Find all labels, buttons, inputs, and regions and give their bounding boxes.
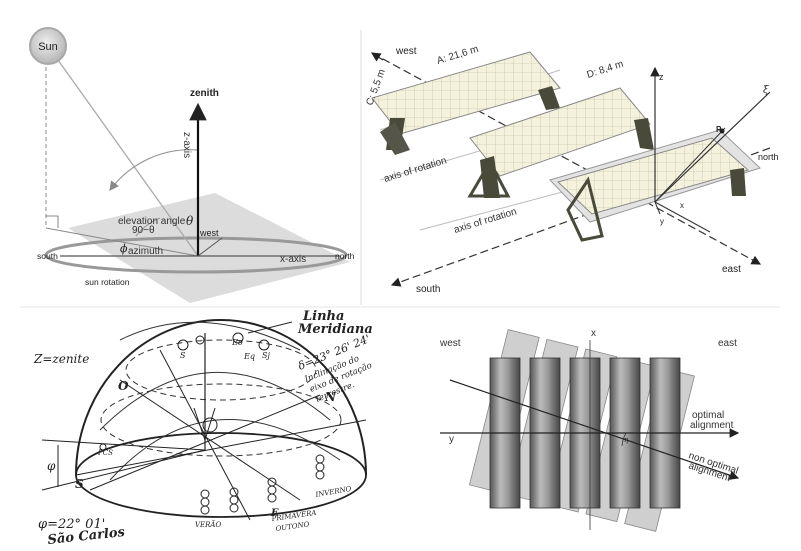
y-label-2: y <box>660 217 664 226</box>
outono-label: OUTONO <box>275 520 310 533</box>
elevation-formula: 90−θ <box>132 225 155 236</box>
sun-ray <box>57 59 199 257</box>
meridiana-label: Meridiana <box>297 322 373 337</box>
e-label: E <box>270 508 279 519</box>
dome-outline <box>75 319 367 476</box>
xi-label: ξ <box>763 85 769 96</box>
x-axis-label: x-axis <box>280 254 306 265</box>
non-optimal-alignment-arrow <box>449 379 740 480</box>
optimal-label-2: alignment <box>690 420 734 431</box>
west-label: west <box>199 228 219 238</box>
sun-circle <box>29 27 67 65</box>
north-label: north <box>335 251 355 261</box>
sun-rotation-label: sun rotation <box>85 277 130 287</box>
phi-label-3: φ <box>47 459 56 473</box>
phi-symbol: ϕ <box>120 242 128 255</box>
o-label: O <box>118 379 129 393</box>
x-label-4: x <box>591 328 596 339</box>
optimal-label-1: optimal <box>692 410 724 421</box>
east-label-2: east <box>722 264 741 275</box>
y-label-4: y <box>449 434 454 445</box>
elevation-angle-label: elevation angle <box>118 216 186 227</box>
z-axis-label: z-axis <box>181 132 192 158</box>
elevation-arc <box>135 217 161 237</box>
p-label: P <box>716 125 722 134</box>
panel-celestial-dome: Z=zenite Linha Meridiana δ=23° 26' 24' I… <box>33 309 373 548</box>
eo-label: Eo <box>231 338 243 347</box>
verao-label: VERÃO <box>195 520 221 529</box>
phi-value-label: φ=22° 01' <box>38 517 105 532</box>
azimuth-sub: azimuth <box>128 246 163 257</box>
eta-label: η <box>624 436 629 444</box>
pcs-label: PCS <box>97 449 113 457</box>
east-label-4: east <box>718 338 737 349</box>
panel-sun-geometry: Sun zenith z-axis θ elevation angle 90−θ… <box>29 27 355 303</box>
sun-projection-line <box>45 227 199 257</box>
s-label: S <box>75 477 84 491</box>
north-label-2: north <box>758 152 779 162</box>
theta-arc <box>109 149 199 191</box>
axis-rotation-label-2: axis of rotation <box>453 206 518 236</box>
z-label: z <box>659 72 664 82</box>
zenith-label: zenith <box>190 88 219 99</box>
xi-line <box>654 91 771 203</box>
tracker-panel-3 <box>557 137 750 215</box>
sun-label: Sun <box>38 41 58 53</box>
west-label-2: west <box>395 46 417 57</box>
theta-label: θ <box>186 214 194 228</box>
sj-label: Sj <box>262 351 270 360</box>
n-label: N <box>324 390 337 404</box>
linha-label: Linha <box>302 309 344 324</box>
z-zenite-label: Z=zenite <box>33 352 89 366</box>
eq-label: Eq <box>243 352 255 361</box>
panel-alignment: west east x y η optimal alignment non op… <box>439 328 740 532</box>
axis-rotation-label-1: axis of rotation <box>383 155 448 185</box>
south-label: south <box>37 251 58 261</box>
sun-positions <box>99 332 325 515</box>
ss-label: S <box>180 351 186 360</box>
sun-rotation-ellipse <box>44 236 348 274</box>
west-label-4: west <box>439 338 461 349</box>
panel-solar-trackers: west A: 21,6 m D: 8,4 m C: 5,5 m axis of… <box>364 44 778 295</box>
south-label-2: south <box>416 284 440 295</box>
dim-a-label: A: 21,6 m <box>436 44 480 67</box>
x-label-2: x <box>680 201 684 210</box>
dim-d-label: D: 8,4 m <box>586 59 625 81</box>
horizon-ellipse <box>75 432 367 518</box>
